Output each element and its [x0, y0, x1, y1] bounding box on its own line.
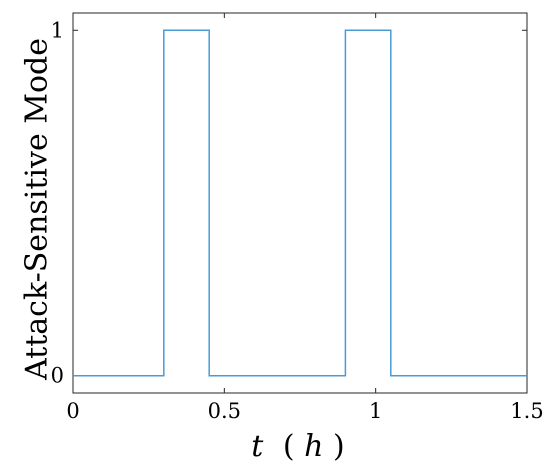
- y-axis-label: Attack-Sensitive Mode: [20, 38, 55, 381]
- plot-area: [72, 12, 528, 394]
- tick-labels: 0 0.5 1 1.5 0 1: [51, 18, 544, 423]
- series-line: [73, 29, 527, 377]
- x-tick-label: 1: [369, 399, 382, 423]
- y-tick-label: 0: [51, 364, 64, 388]
- x-axis-label-var: t: [251, 429, 264, 464]
- x-tick-label: 0.5: [208, 399, 241, 423]
- x-axis-label-unit: h: [304, 429, 323, 464]
- y-tick-label: 1: [51, 18, 64, 42]
- x-axis-label: t ( h ): [251, 429, 344, 464]
- x-tick-label: 0: [66, 399, 79, 423]
- ticks: [72, 13, 528, 393]
- x-axis-label-open: (: [283, 429, 295, 464]
- x-tick-label: 1.5: [510, 399, 543, 423]
- x-axis-label-close: ): [333, 429, 345, 464]
